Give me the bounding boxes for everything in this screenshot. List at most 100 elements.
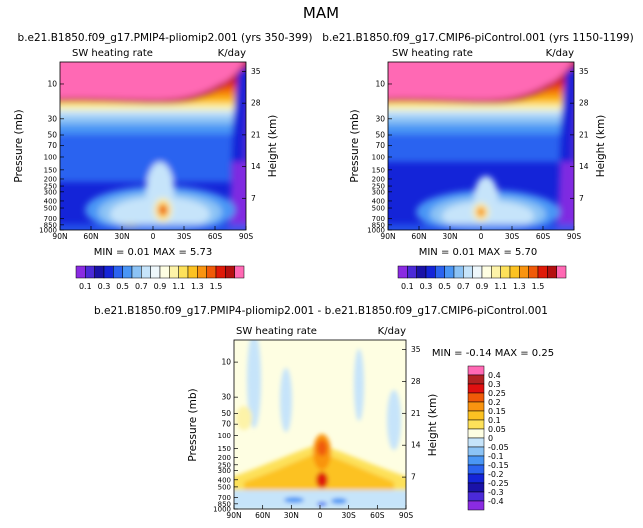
colorbar-swatch — [463, 265, 473, 279]
colorbar-label: 0.9 — [476, 282, 489, 291]
colorbar-swatch — [467, 455, 485, 466]
panel-1-subtitle-left: SW heating rate — [72, 48, 153, 59]
y-tick-label: 700 — [372, 215, 385, 223]
y-tick-label: 850 — [372, 221, 385, 229]
colorbar-swatch — [435, 265, 445, 279]
y-tick-label: 300 — [218, 467, 231, 475]
y-tick-label: 400 — [44, 197, 57, 205]
panel-1-units: K/day — [218, 48, 246, 59]
colorbar-swatch — [537, 265, 548, 279]
colorbar-label: 0.2 — [488, 398, 501, 407]
colorbar-swatch — [159, 265, 170, 279]
colorbar-swatch — [215, 265, 226, 279]
panel-2-title: b.e21.B1850.f09_g17.CMIP6-piControl.001 … — [322, 32, 633, 44]
panel-3-units: K/day — [378, 326, 406, 337]
colorbar-label: -0.05 — [488, 443, 509, 452]
colorbar-swatch — [141, 265, 151, 279]
panel-3-stats: MIN = -0.14 MAX = 0.25 — [432, 348, 554, 359]
y-tick-label: 1000 — [213, 506, 231, 514]
colorbar-label: 0.1 — [488, 416, 501, 425]
x-tick-label: 60S — [536, 232, 551, 241]
colorbar-label: 1.3 — [191, 282, 204, 291]
panel-3-field — [234, 340, 406, 509]
colorbar-swatch — [407, 265, 417, 279]
x-tick-label: 30S — [505, 232, 520, 241]
x-tick-label: 60N — [255, 511, 270, 520]
colorbar-swatch — [122, 265, 133, 279]
colorbar-swatch — [467, 482, 485, 493]
y-tick-label: 200 — [218, 454, 231, 462]
y-tick-label: 150 — [372, 166, 385, 174]
y-tick-label: 1000 — [39, 227, 57, 235]
colorbar-label: 0.1 — [401, 282, 414, 291]
height-tick-label: 14 — [251, 162, 261, 171]
colorbar-swatch — [519, 265, 529, 279]
height-tick-label: 7 — [411, 473, 416, 482]
panel-1-axes: 90N 60N 30N 0 30S 60S 90S103050701001502002503… — [39, 67, 261, 241]
height-tick-label: 7 — [251, 194, 256, 203]
panel-2-units: K/day — [546, 48, 574, 59]
colorbar-swatch — [491, 265, 501, 279]
x-tick-label: 90N — [226, 511, 241, 520]
colorbar-label: 0.4 — [488, 371, 501, 380]
x-tick-label: 90N — [52, 232, 67, 241]
y-tick-label: 50 — [47, 131, 57, 140]
x-tick-label: 60S — [370, 511, 385, 520]
x-tick-label: 30S — [342, 511, 357, 520]
colorbar-label: 0.5 — [116, 282, 129, 291]
colorbar-label: 0.9 — [154, 282, 167, 291]
panel-3-axes: 90N 60N 30N 0 30S 60S 90S103050701001502002503… — [213, 345, 421, 520]
panel-2-stats: MIN = 0.01 MAX = 5.70 — [419, 247, 538, 258]
panel-2-field — [388, 62, 574, 230]
x-tick-label: 30N — [284, 511, 299, 520]
colorbar-label: 0 — [488, 434, 493, 443]
colorbar-swatch — [75, 265, 86, 279]
x-tick-label: 30N — [442, 232, 457, 241]
x-tick-label: 60S — [208, 232, 223, 241]
colorbar-swatch — [467, 437, 485, 448]
colorbar-swatch — [467, 383, 485, 394]
colorbar-swatch — [467, 392, 485, 403]
colorbar-swatch — [103, 265, 114, 279]
panel-2-axes: 90N 60N 30N 0 30S 60S 90S103050701001502002503… — [367, 67, 589, 241]
y-tick-label: 400 — [372, 197, 385, 205]
height-tick-label: 21 — [579, 130, 589, 139]
colorbar-label: -0.4 — [488, 497, 504, 506]
panel-3-subtitle-left: SW heating rate — [236, 326, 317, 337]
colorbar-swatch — [467, 365, 485, 376]
y-tick-label: 30 — [47, 114, 57, 123]
y-tick-label: 500 — [218, 483, 231, 491]
colorbar-swatch — [467, 401, 485, 412]
colorbar-swatch — [500, 265, 511, 279]
x-tick-label: 30S — [177, 232, 192, 241]
colorbar-swatch — [547, 265, 557, 279]
y-tick-label: 200 — [372, 175, 385, 183]
colorbar-swatch — [225, 265, 235, 279]
colorbar-swatch — [169, 265, 179, 279]
colorbar-swatch — [206, 265, 217, 279]
y-tick-label: 50 — [221, 409, 231, 418]
y-tick-label: 30 — [221, 393, 231, 402]
colorbar-label: 0.5 — [438, 282, 451, 291]
colorbar-label: 0.15 — [488, 407, 506, 416]
colorbar-swatch — [234, 265, 245, 279]
colorbar-label: 0.7 — [135, 282, 148, 291]
colorbar-label: 0.3 — [420, 282, 433, 291]
colorbar-swatch — [509, 265, 520, 279]
x-tick-label: 0 — [479, 232, 484, 241]
colorbar-label: 0.3 — [488, 380, 501, 389]
colorbar-swatch — [528, 265, 539, 279]
colorbar-label: -0.15 — [488, 461, 509, 470]
colorbar-swatch — [467, 410, 485, 421]
colorbar-label: 1.1 — [494, 282, 507, 291]
x-tick-label: 90N — [380, 232, 395, 241]
y-tick-label: 1000 — [367, 227, 385, 235]
y-tick-label: 10 — [47, 79, 57, 88]
colorbar-label: 1.1 — [172, 282, 185, 291]
colorbar-swatch — [150, 265, 161, 279]
y-tick-label: 10 — [221, 358, 231, 367]
y-tick-label: 850 — [218, 500, 231, 508]
y-tick-label: 500 — [44, 205, 57, 213]
x-tick-label: 90S — [399, 511, 414, 520]
height-tick-label: 35 — [411, 345, 421, 354]
